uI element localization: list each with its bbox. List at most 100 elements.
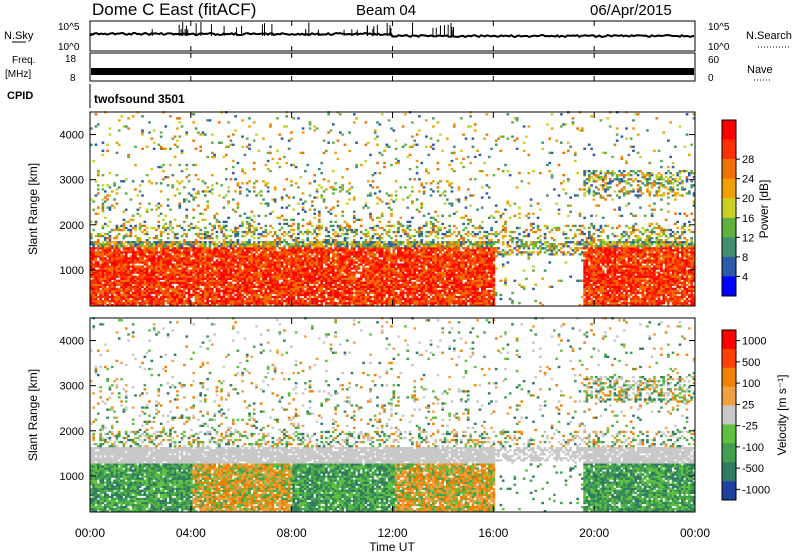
heatmap-cell: [204, 263, 207, 266]
heatmap-cell: [124, 263, 128, 266]
heatmap-cell: [311, 261, 314, 264]
heatmap-cell: [241, 243, 244, 246]
heatmap-cell: [229, 293, 233, 297]
heatmap-cell: [308, 243, 312, 246]
heatmap-cell: [138, 257, 142, 260]
heatmap-cell: [306, 275, 310, 278]
heatmap-cell: [366, 275, 370, 278]
heatmap-cell: [313, 243, 317, 246]
heatmap-cell: [180, 291, 184, 295]
heatmap-cell: [318, 283, 321, 286]
heatmap-cell: [390, 269, 393, 272]
heatmap-cell: [96, 279, 100, 282]
heatmap-cell: [217, 283, 221, 286]
heatmap-cell: [183, 291, 186, 295]
heatmap-cell: [318, 212, 321, 215]
heatmap-cell: [122, 249, 126, 252]
heatmap-cell: [110, 277, 114, 280]
heatmap-cell: [273, 232, 277, 236]
heatmap-cell: [387, 194, 391, 197]
heatmap-cell: [208, 281, 212, 284]
heatmap-cell: [318, 285, 321, 289]
heatmap-cell: [294, 271, 298, 274]
heatmap-cell: [345, 301, 349, 305]
heatmap-cell: [201, 299, 205, 303]
heatmap-cell: [129, 259, 133, 262]
heatmap-cell: [269, 295, 272, 299]
heatmap-cell: [243, 277, 247, 280]
heatmap-cell: [362, 265, 365, 268]
heatmap-cell: [327, 297, 330, 301]
heatmap-cell: [164, 295, 168, 299]
heatmap-cell: [311, 263, 314, 266]
heatmap-cell: [190, 265, 193, 268]
heatmap-cell: [129, 251, 133, 254]
heatmap-cell: [159, 295, 163, 299]
heatmap-cell: [327, 281, 330, 284]
heatmap-cell: [220, 297, 223, 301]
heatmap-cell: [373, 261, 377, 264]
heatmap-cell: [152, 253, 156, 256]
heatmap-cell: [113, 265, 116, 268]
heatmap-cell: [157, 279, 161, 282]
heatmap-cell: [197, 247, 200, 250]
heatmap-cell: [383, 299, 386, 303]
heatmap-cell: [376, 265, 379, 268]
heatmap-cell: [257, 289, 261, 293]
heatmap-cell: [362, 303, 365, 307]
heatmap-cell: [92, 267, 95, 270]
heatmap-cell: [127, 283, 130, 286]
heatmap-cell: [264, 163, 268, 167]
heatmap-cell: [301, 279, 305, 282]
heatmap-cell: [390, 194, 393, 197]
heatmap-cell: [332, 285, 335, 289]
heatmap-cell: [336, 243, 340, 246]
heatmap-cell: [143, 249, 147, 252]
heatmap-cell: [348, 279, 351, 282]
heatmap-cell: [236, 265, 240, 268]
heatmap-cell: [290, 228, 293, 232]
heatmap-cell: [371, 259, 375, 262]
heatmap-cell: [266, 271, 270, 274]
heatmap-cell: [299, 287, 303, 291]
heatmap-cell: [166, 299, 170, 303]
heatmap-cell: [252, 289, 256, 293]
heatmap-cell: [187, 293, 191, 297]
heatmap-cell: [113, 279, 116, 282]
heatmap-cell: [241, 145, 244, 148]
heatmap-cell: [373, 265, 377, 268]
heatmap-cell: [390, 198, 393, 201]
heatmap-cell: [231, 265, 235, 268]
heatmap-cell: [287, 247, 291, 250]
heatmap-cell: [204, 247, 207, 250]
heatmap-cell: [269, 261, 272, 264]
heatmap-cell: [145, 257, 149, 260]
heatmap-cell: [292, 239, 296, 242]
heatmap-cell: [320, 263, 323, 266]
heatmap-cell: [241, 285, 244, 289]
heatmap-cell: [292, 271, 296, 274]
heatmap-cell: [366, 141, 370, 144]
heatmap-cell: [366, 271, 370, 274]
heatmap-cell: [262, 281, 265, 284]
heatmap-cell: [208, 119, 212, 122]
heatmap-cell: [134, 269, 137, 272]
heatmap-cell: [108, 289, 112, 293]
heatmap-cell: [290, 269, 293, 272]
heatmap-cell: [278, 216, 282, 219]
heatmap-cell: [231, 263, 235, 266]
heatmap-cell: [334, 271, 337, 274]
heatmap-cell: [169, 281, 172, 284]
heatmap-cell: [399, 224, 403, 228]
heatmap-cell: [115, 293, 119, 297]
heatmap-cell: [150, 283, 154, 286]
heatmap-cell: [127, 243, 130, 246]
heatmap-cell: [262, 291, 265, 295]
heatmap-cell: [376, 293, 379, 297]
heatmap-cell: [276, 149, 279, 152]
heatmap-cell: [194, 285, 198, 289]
heatmap-cell: [297, 281, 300, 284]
heatmap-cell: [308, 182, 312, 185]
heatmap-cell: [231, 245, 235, 248]
heatmap-cell: [292, 295, 296, 299]
